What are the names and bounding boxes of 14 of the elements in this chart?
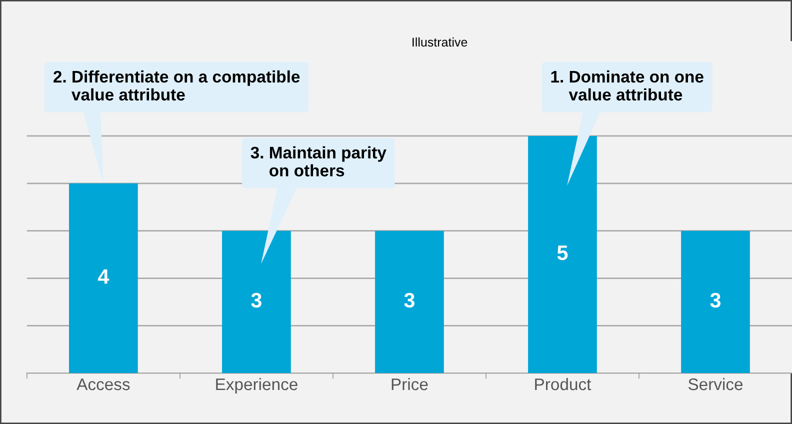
annotation: 1. Dominate on one value attribute: [551, 70, 704, 101]
data-label: 5: [557, 246, 568, 260]
chart-title: Illustrative: [412, 37, 468, 47]
data-label: 3: [404, 292, 415, 308]
annotation: 3. Maintain parity on others: [250, 146, 386, 176]
data-label: 3: [251, 292, 262, 308]
data-label: 3: [710, 292, 721, 308]
x-tick-label: Experience: [216, 378, 298, 394]
x-tick-label: Service: [688, 378, 743, 390]
x-tick-label: Product: [535, 378, 592, 390]
x-tick-label: Access: [76, 378, 130, 390]
x-tick-label: Price: [392, 378, 428, 390]
data-label: 4: [98, 269, 110, 284]
annotation: 2. Differentiate on a compatible value attribute: [54, 70, 300, 101]
